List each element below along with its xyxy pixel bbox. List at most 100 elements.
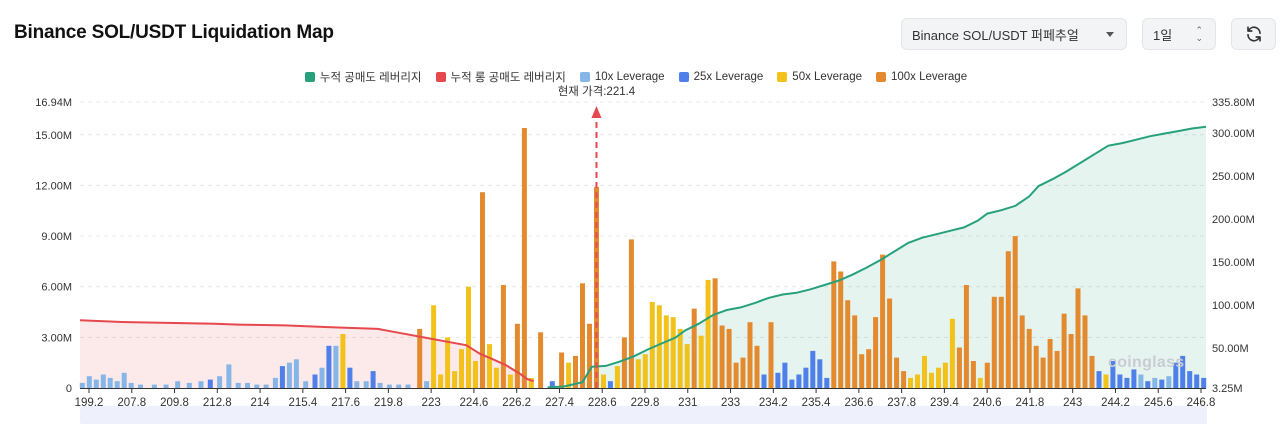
bar-100x[interactable] xyxy=(691,308,697,388)
bar-100x[interactable] xyxy=(726,328,732,388)
bar-25x[interactable] xyxy=(782,362,788,388)
bar-10x[interactable] xyxy=(151,384,157,388)
bar-25x[interactable] xyxy=(817,359,823,388)
chart-range-scrollbar[interactable] xyxy=(80,406,1207,424)
bar-10x[interactable] xyxy=(163,384,169,388)
bar-25x[interactable] xyxy=(1117,374,1123,389)
bar-10x[interactable] xyxy=(226,364,232,388)
bar-100x[interactable] xyxy=(621,337,627,388)
bar-10x[interactable] xyxy=(114,381,120,388)
bar-25x[interactable] xyxy=(607,381,613,388)
bar-100x[interactable] xyxy=(894,357,900,388)
bar-10x[interactable] xyxy=(1152,377,1158,388)
bar-100x[interactable] xyxy=(831,261,837,388)
bar-10x[interactable] xyxy=(128,382,134,388)
bar-100x[interactable] xyxy=(573,355,578,388)
bar-50x[interactable] xyxy=(445,337,451,388)
legend-item-lev10[interactable]: 10x Leverage xyxy=(579,69,665,85)
bar-100x[interactable] xyxy=(901,371,907,388)
bar-10x[interactable] xyxy=(1166,376,1172,388)
bar-10x[interactable] xyxy=(107,377,113,388)
bar-100x[interactable] xyxy=(1082,315,1088,388)
bar-100x[interactable] xyxy=(747,322,753,388)
bar-50x[interactable] xyxy=(635,359,641,388)
bar-100x[interactable] xyxy=(970,361,976,388)
bar-10x[interactable] xyxy=(363,381,369,388)
bar-50x[interactable] xyxy=(438,374,444,389)
bar-50x[interactable] xyxy=(922,355,927,388)
bar-25x[interactable] xyxy=(1159,379,1165,388)
bar-100x[interactable] xyxy=(480,192,485,388)
bar-100x[interactable] xyxy=(500,285,506,388)
bar-25x[interactable] xyxy=(803,367,809,388)
bar-10x[interactable] xyxy=(245,382,250,388)
bar-50x[interactable] xyxy=(459,349,464,388)
bar-10x[interactable] xyxy=(93,379,99,388)
bar-10x[interactable] xyxy=(1138,374,1144,389)
bar-100x[interactable] xyxy=(1054,350,1060,388)
bar-25x[interactable] xyxy=(279,366,285,388)
bar-50x[interactable] xyxy=(936,367,941,388)
bar-100x[interactable] xyxy=(1068,334,1074,388)
bar-10x[interactable] xyxy=(272,377,278,388)
bar-50x[interactable] xyxy=(473,361,478,388)
bar-100x[interactable] xyxy=(538,332,544,388)
bar-10x[interactable] xyxy=(303,381,309,388)
bar-10x[interactable] xyxy=(405,384,411,388)
bar-10x[interactable] xyxy=(79,382,85,388)
legend-item-lev50[interactable]: 50x Leverage xyxy=(777,69,862,85)
bar-50x[interactable] xyxy=(493,367,499,388)
bar-50x[interactable] xyxy=(677,328,683,388)
bar-100x[interactable] xyxy=(984,362,990,388)
bar-100x[interactable] xyxy=(1005,251,1011,388)
bar-25x[interactable] xyxy=(1194,374,1200,389)
bar-100x[interactable] xyxy=(1012,236,1018,388)
bar-25x[interactable] xyxy=(347,367,353,388)
bar-25x[interactable] xyxy=(1187,371,1193,388)
bar-100x[interactable] xyxy=(559,352,565,389)
bar-100x[interactable] xyxy=(998,296,1004,388)
bar-10x[interactable] xyxy=(217,376,223,388)
legend-item-cumShort[interactable]: 누적 공매도 레버리지 xyxy=(304,69,422,85)
bar-100x[interactable] xyxy=(991,296,997,388)
bar-100x[interactable] xyxy=(594,187,599,388)
bar-100x[interactable] xyxy=(754,345,760,388)
bar-100x[interactable] xyxy=(852,315,858,388)
bar-10x[interactable] xyxy=(424,381,430,388)
bar-50x[interactable] xyxy=(340,334,346,388)
bar-10x[interactable] xyxy=(86,376,92,388)
bar-100x[interactable] xyxy=(956,347,962,389)
bar-10x[interactable] xyxy=(286,362,292,388)
legend-item-lev25[interactable]: 25x Leverage xyxy=(678,69,763,85)
bar-100x[interactable] xyxy=(866,349,872,388)
bar-50x[interactable] xyxy=(507,374,513,389)
bar-25x[interactable] xyxy=(761,374,767,389)
bar-10x[interactable] xyxy=(175,381,181,388)
bar-50x[interactable] xyxy=(705,279,711,388)
bar-100x[interactable] xyxy=(733,362,739,388)
bar-50x[interactable] xyxy=(929,372,934,388)
bar-100x[interactable] xyxy=(845,300,851,388)
bar-50x[interactable] xyxy=(684,344,690,388)
bar-10x[interactable] xyxy=(377,382,383,388)
bar-10x[interactable] xyxy=(333,345,339,388)
bar-25x[interactable] xyxy=(312,374,318,389)
bar-50x[interactable] xyxy=(452,371,458,388)
bar-10x[interactable] xyxy=(138,384,143,388)
legend-item-lev100[interactable]: 100x Leverage xyxy=(876,69,967,85)
bar-100x[interactable] xyxy=(1019,315,1025,388)
bar-25x[interactable] xyxy=(326,345,332,388)
bar-25x[interactable] xyxy=(370,371,376,388)
bar-10x[interactable] xyxy=(293,359,299,388)
bar-25x[interactable] xyxy=(1201,377,1207,388)
bar-50x[interactable] xyxy=(908,377,913,388)
bar-10x[interactable] xyxy=(198,381,204,388)
bar-50x[interactable] xyxy=(649,301,655,388)
bar-50x[interactable] xyxy=(566,362,572,388)
bar-100x[interactable] xyxy=(1047,339,1053,388)
bar-25x[interactable] xyxy=(1124,377,1130,388)
bar-100x[interactable] xyxy=(521,128,527,388)
bar-100x[interactable] xyxy=(880,254,886,388)
bar-25x[interactable] xyxy=(549,381,555,388)
bar-50x[interactable] xyxy=(663,315,669,388)
